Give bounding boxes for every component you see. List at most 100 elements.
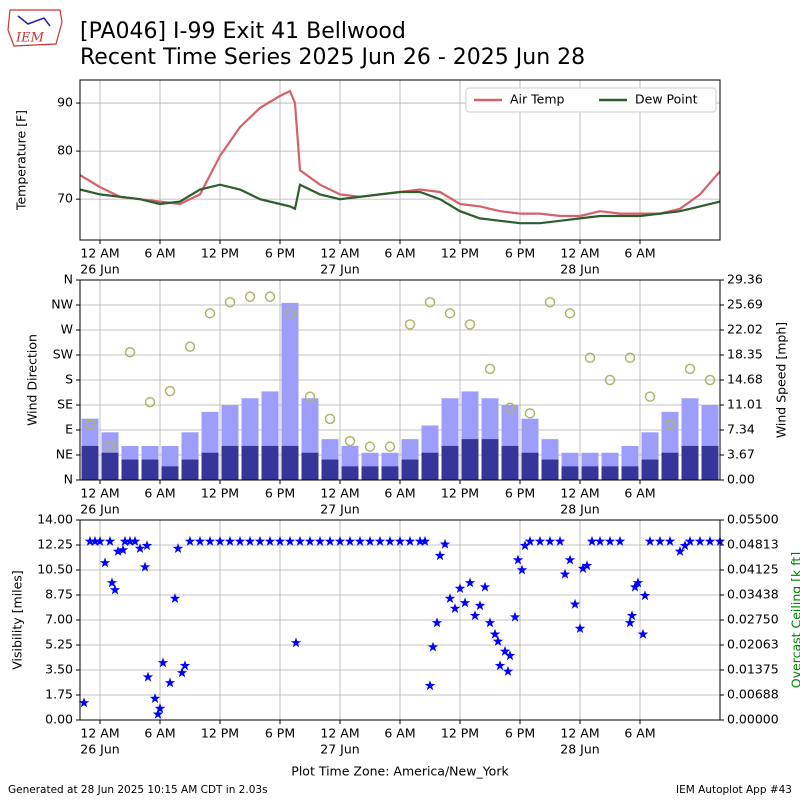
y2-tick-label: 0.04125 bbox=[727, 562, 779, 577]
star-point bbox=[581, 560, 593, 571]
point bbox=[444, 308, 456, 319]
star-point bbox=[172, 543, 184, 553]
star-point bbox=[629, 581, 641, 592]
point bbox=[184, 341, 196, 352]
star-point bbox=[284, 535, 296, 546]
star-point bbox=[89, 535, 101, 546]
point bbox=[284, 308, 296, 319]
x-date-label: 26 Jun bbox=[80, 502, 119, 517]
x-tick-label: 6 AM bbox=[384, 726, 415, 741]
star-point bbox=[94, 535, 106, 546]
star-point bbox=[214, 535, 226, 546]
point bbox=[624, 352, 636, 364]
y-tick-label: S bbox=[65, 372, 73, 387]
bar bbox=[161, 466, 179, 480]
star-point bbox=[664, 535, 676, 546]
point bbox=[584, 352, 596, 364]
star-point bbox=[344, 535, 356, 546]
x-date-label: 27 Jun bbox=[320, 742, 359, 757]
star-point bbox=[626, 610, 638, 621]
x-tick-label: 6 AM bbox=[624, 246, 655, 261]
star-point bbox=[224, 535, 236, 546]
star-point bbox=[314, 535, 326, 546]
bar bbox=[561, 466, 579, 480]
logo-line bbox=[17, 15, 51, 27]
y-axis-label: Visibility [miles] bbox=[10, 570, 25, 669]
point bbox=[144, 396, 156, 408]
star-point bbox=[434, 550, 446, 561]
point bbox=[664, 419, 676, 430]
x-tick-label: 12 PM bbox=[441, 486, 479, 501]
x-tick-label: 6 PM bbox=[265, 726, 295, 741]
star-point bbox=[194, 535, 206, 546]
star-point bbox=[644, 535, 656, 546]
star-point bbox=[564, 554, 576, 565]
y-tick-label: 7.00 bbox=[45, 612, 73, 627]
y2-tick-label: 0.05500 bbox=[727, 512, 779, 527]
star-point bbox=[431, 617, 443, 628]
y2-tick-label: 0.02750 bbox=[727, 612, 779, 627]
point bbox=[604, 374, 616, 386]
star-point bbox=[264, 535, 276, 546]
star-point bbox=[427, 641, 439, 652]
bar bbox=[361, 466, 379, 480]
star-point bbox=[674, 545, 686, 556]
star-point bbox=[577, 563, 589, 573]
star-point bbox=[574, 623, 586, 633]
y-tick-label: SW bbox=[53, 347, 73, 362]
star-point bbox=[384, 535, 396, 546]
bar bbox=[641, 459, 659, 480]
bar bbox=[81, 445, 99, 480]
bar bbox=[201, 452, 219, 480]
bar bbox=[281, 302, 299, 480]
x-tick-label: 12 AM bbox=[80, 726, 119, 741]
y-tick-label: 3.50 bbox=[45, 662, 73, 677]
bar bbox=[461, 439, 479, 480]
star-point bbox=[594, 535, 606, 546]
x-tick-label: 6 AM bbox=[624, 486, 655, 501]
star-point bbox=[134, 543, 146, 553]
y-tick-label: 80 bbox=[57, 143, 73, 158]
x-tick-label: 6 AM bbox=[384, 486, 415, 501]
x-tick-label: 6 PM bbox=[505, 246, 535, 261]
star-point bbox=[78, 697, 90, 708]
y-tick-label: SE bbox=[57, 397, 73, 412]
subtitle: Recent Time Series 2025 Jun 26 - 2025 Ju… bbox=[80, 45, 585, 70]
point bbox=[104, 441, 116, 452]
y-tick-label: 1.75 bbox=[45, 687, 73, 702]
bar bbox=[341, 466, 359, 480]
bar bbox=[101, 452, 119, 480]
star-point bbox=[449, 603, 461, 613]
line bbox=[79, 183, 721, 225]
x-tick-label: 6 PM bbox=[265, 246, 295, 261]
star-point bbox=[354, 535, 366, 546]
app-note: IEM Autoplot App #43 bbox=[676, 784, 792, 796]
bar bbox=[321, 459, 339, 480]
star-point bbox=[176, 667, 188, 678]
point bbox=[384, 441, 396, 452]
y-tick-label: 14.00 bbox=[37, 512, 73, 527]
star-point bbox=[204, 535, 216, 546]
y2-tick-label: 11.01 bbox=[727, 397, 763, 412]
x-tick-label: 6 AM bbox=[144, 726, 175, 741]
y-tick-label: N bbox=[64, 472, 73, 487]
bar bbox=[421, 452, 439, 480]
star-point bbox=[117, 544, 129, 555]
star-point bbox=[509, 611, 521, 622]
y2-tick-label: 0.04813 bbox=[727, 537, 779, 552]
bar bbox=[501, 445, 519, 480]
legend-label: Dew Point bbox=[635, 92, 698, 107]
y2-tick-label: 25.69 bbox=[727, 297, 763, 312]
star-point bbox=[639, 590, 651, 601]
x-tick-label: 12 AM bbox=[320, 726, 359, 741]
x-date-label: 28 Jun bbox=[560, 502, 599, 517]
y2-tick-label: 0.03438 bbox=[727, 587, 779, 602]
y2-tick-label: 0.00 bbox=[727, 472, 755, 487]
x-tick-label: 12 PM bbox=[201, 726, 239, 741]
bar bbox=[261, 445, 279, 480]
x-tick-label: 12 PM bbox=[201, 246, 239, 261]
bar bbox=[681, 445, 699, 480]
point bbox=[84, 419, 96, 430]
star-point bbox=[304, 535, 316, 546]
